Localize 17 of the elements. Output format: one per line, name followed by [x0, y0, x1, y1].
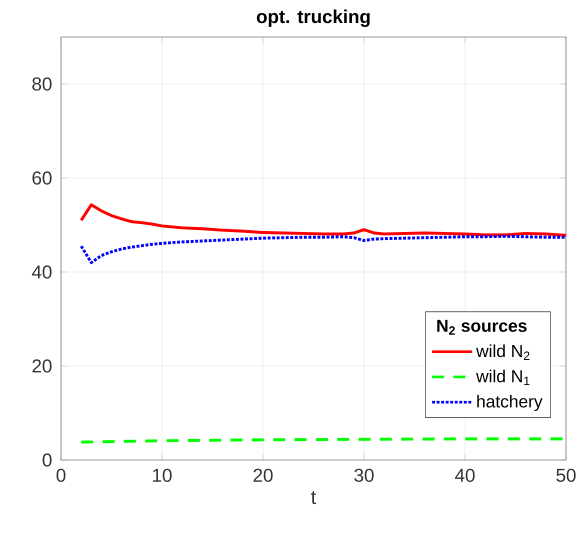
legend-title: N$_{2}$ sources: [437, 320, 527, 335]
x-tick-label: 20: [254, 468, 273, 482]
x-tick-label: 10: [153, 468, 172, 482]
y-tick-label: 40: [32, 265, 52, 279]
y-tick-label: 60: [32, 171, 52, 185]
x-tick-label: 30: [354, 468, 374, 482]
x-tick-label: 40: [455, 468, 475, 482]
y-tick-label: 80: [32, 77, 52, 91]
legend-label: wild N$_{1}$: [476, 370, 530, 386]
legend-label: hatchery: [477, 394, 543, 412]
y-tick-label: 0: [42, 453, 52, 467]
x-tick-label: 0: [56, 468, 66, 482]
chart-title: opt. trucking: [256, 9, 370, 27]
x-tick-label: 50: [556, 468, 576, 482]
x-axis-title: t: [311, 491, 316, 504]
legend-label: wild N$_{2}$: [476, 344, 530, 360]
y-tick-label: 20: [32, 359, 52, 373]
